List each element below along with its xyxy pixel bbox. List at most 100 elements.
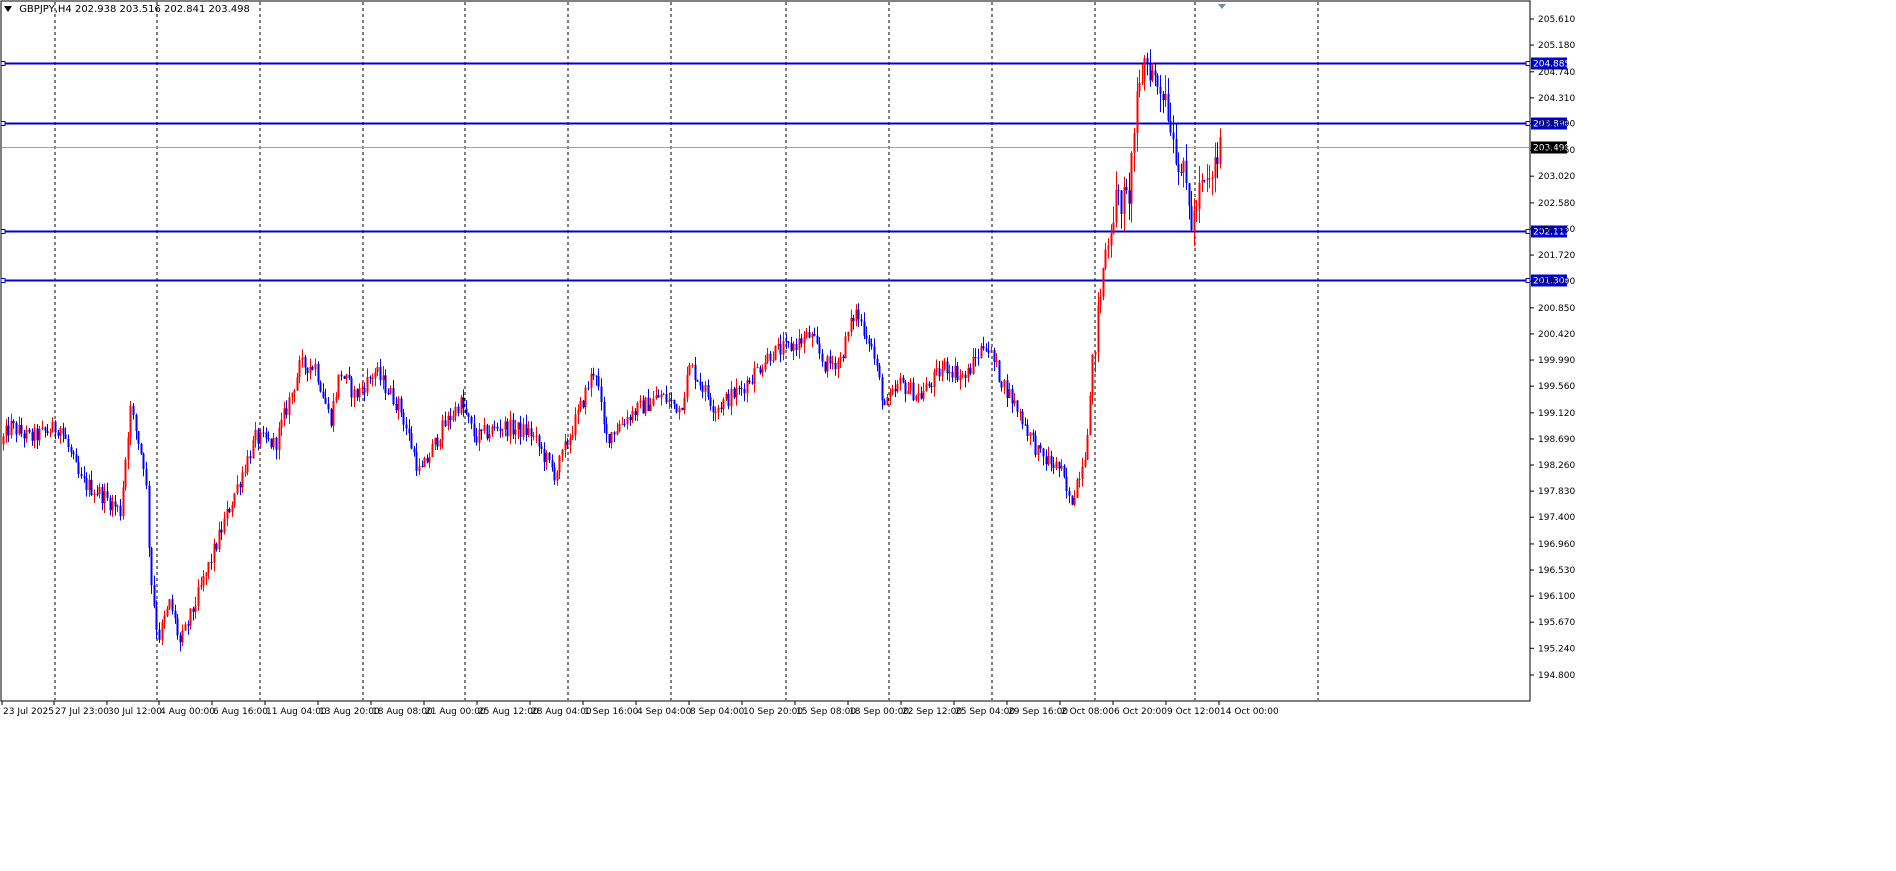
candle-bull: [527, 428, 530, 436]
candle-bear: [623, 423, 626, 425]
candle-bear: [642, 400, 645, 414]
candle-bull: [223, 518, 226, 533]
candle-bull: [491, 426, 494, 435]
price-tick-label: 194.800: [1538, 671, 1575, 681]
candle-bear: [808, 332, 811, 338]
candle-bear: [1052, 464, 1055, 469]
candle-bull: [1211, 177, 1214, 179]
candle-bear: [530, 428, 533, 437]
candle-bear: [993, 350, 996, 362]
candle-bear: [673, 399, 676, 404]
candle-bull: [233, 493, 236, 505]
candle-bull: [1182, 160, 1185, 173]
candle-bear: [285, 408, 288, 415]
candle-bear: [1177, 164, 1180, 172]
candle-bear: [306, 367, 309, 374]
candle-bull: [678, 407, 681, 413]
candle-bear: [519, 422, 522, 437]
candle-bear: [176, 618, 179, 636]
candle-bull: [517, 422, 520, 430]
candle-bear: [902, 377, 905, 383]
candle-bull: [252, 439, 255, 459]
candle-bear: [270, 438, 273, 448]
candle-bull: [441, 420, 444, 441]
price-tick-label: 203.890: [1538, 119, 1575, 129]
candle-bull: [358, 388, 361, 398]
candle-bull: [772, 360, 775, 362]
time-tick-label: 28 Aug 04:00: [531, 707, 592, 717]
candle-bull: [353, 389, 356, 398]
horizontal-levels: 204.885 203.890 202.113 201.306 203.498: [0, 57, 1570, 287]
grid: [0, 0, 1531, 702]
candle-bear: [821, 353, 824, 362]
candle-bull: [366, 376, 369, 393]
candle-bear: [727, 393, 730, 407]
candle-bear: [1117, 190, 1120, 192]
candle-bear: [363, 388, 366, 393]
plot-frame: [0, 0, 1531, 702]
candle-bear: [1154, 70, 1157, 76]
candle-bull: [532, 435, 535, 437]
candle-bear: [28, 429, 31, 433]
candle-bear: [44, 427, 47, 431]
candle-bull: [1003, 380, 1006, 388]
candle-bear: [1032, 432, 1035, 436]
candle-bull: [691, 364, 694, 366]
candle-bear: [597, 376, 600, 387]
price-tick-label: 204.740: [1538, 68, 1575, 78]
candle-bear: [387, 392, 390, 394]
level-line-handle: [1525, 61, 1531, 66]
candle-bear: [779, 344, 782, 355]
level-line-handle: [0, 61, 6, 66]
candle-bull: [418, 466, 421, 471]
time-tick-label: 18 Sep 00:00: [849, 707, 909, 717]
candle-bear: [392, 388, 395, 405]
candle-bull: [280, 419, 283, 428]
candle-bull: [639, 400, 642, 403]
candle-bear: [395, 404, 398, 411]
candle-bear: [956, 365, 959, 381]
candle-bear: [1042, 448, 1045, 457]
price-tick-label: 201.720: [1538, 251, 1575, 261]
candle-bear: [878, 365, 881, 378]
candle-bear: [348, 374, 351, 379]
level-price-tag: [1531, 117, 1567, 130]
candle-bull: [33, 428, 36, 441]
candle-bull: [922, 390, 925, 399]
candle-bear: [1034, 435, 1037, 456]
candle-bull: [454, 406, 457, 417]
candle-bull: [1081, 466, 1084, 479]
candle-bear: [275, 437, 278, 450]
candle-bull: [18, 424, 21, 435]
candle-bear: [327, 403, 330, 410]
price-tick-label: 198.260: [1538, 461, 1575, 471]
candle-bear: [150, 547, 153, 586]
candle-bull: [688, 364, 691, 375]
candle-bear: [566, 441, 569, 446]
candle-bull: [345, 374, 348, 379]
candle-bull: [241, 472, 244, 488]
candle-bull: [116, 505, 119, 507]
candle-bear: [379, 366, 382, 381]
time-tick-label: 29 Sep 16:00: [1008, 707, 1068, 717]
candle-bear: [748, 380, 751, 383]
candle-bull: [213, 543, 216, 563]
candle-bear: [80, 473, 83, 477]
candle-bull: [103, 491, 106, 504]
candle-bear: [249, 456, 252, 459]
candle-bull: [1164, 94, 1167, 101]
chevron-down-icon[interactable]: [4, 6, 12, 12]
candle-bear: [670, 399, 673, 401]
candle-bear: [701, 385, 704, 392]
candle-bear: [1146, 58, 1149, 63]
candle-bear: [751, 382, 754, 384]
candle-bull: [335, 396, 338, 402]
candle-bull: [309, 367, 312, 374]
time-tick-label: 9 Oct 12:00: [1167, 707, 1220, 717]
candle-bull: [504, 421, 507, 430]
candle-bear: [860, 319, 863, 322]
candle-bull: [236, 484, 239, 494]
time-tick-label: 22 Sep 12:00: [902, 707, 962, 717]
